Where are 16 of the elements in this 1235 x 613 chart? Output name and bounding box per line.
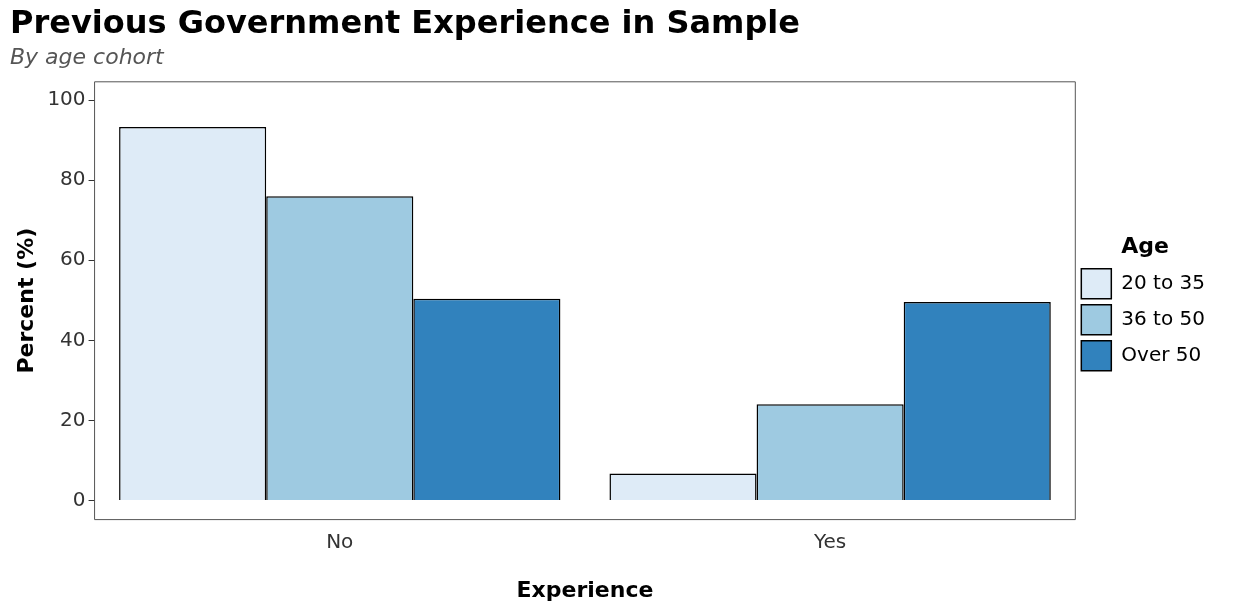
legend-title: Age [1121, 233, 1170, 259]
y-tick-label: 0 [72, 486, 86, 511]
chart-title: Previous Government Experience in Sample [10, 2, 800, 41]
legend-label: 36 to 50 [1121, 305, 1206, 330]
legend-label: 20 to 35 [1121, 269, 1206, 294]
y-tick-label: 60 [60, 246, 86, 271]
y-tick-label: 20 [60, 406, 86, 431]
x-axis-title: Experience [516, 576, 654, 602]
y-axis-title: Percent (%) [12, 227, 38, 374]
legend-label: Over 50 [1121, 341, 1202, 366]
chart-subtitle: By age cohort [10, 44, 166, 70]
x-tick-label: Yes [812, 528, 847, 553]
x-tick-label: No [326, 528, 354, 553]
y-tick-label: 100 [47, 86, 86, 111]
y-tick-label: 40 [60, 326, 86, 351]
y-tick-label: 80 [60, 166, 86, 191]
